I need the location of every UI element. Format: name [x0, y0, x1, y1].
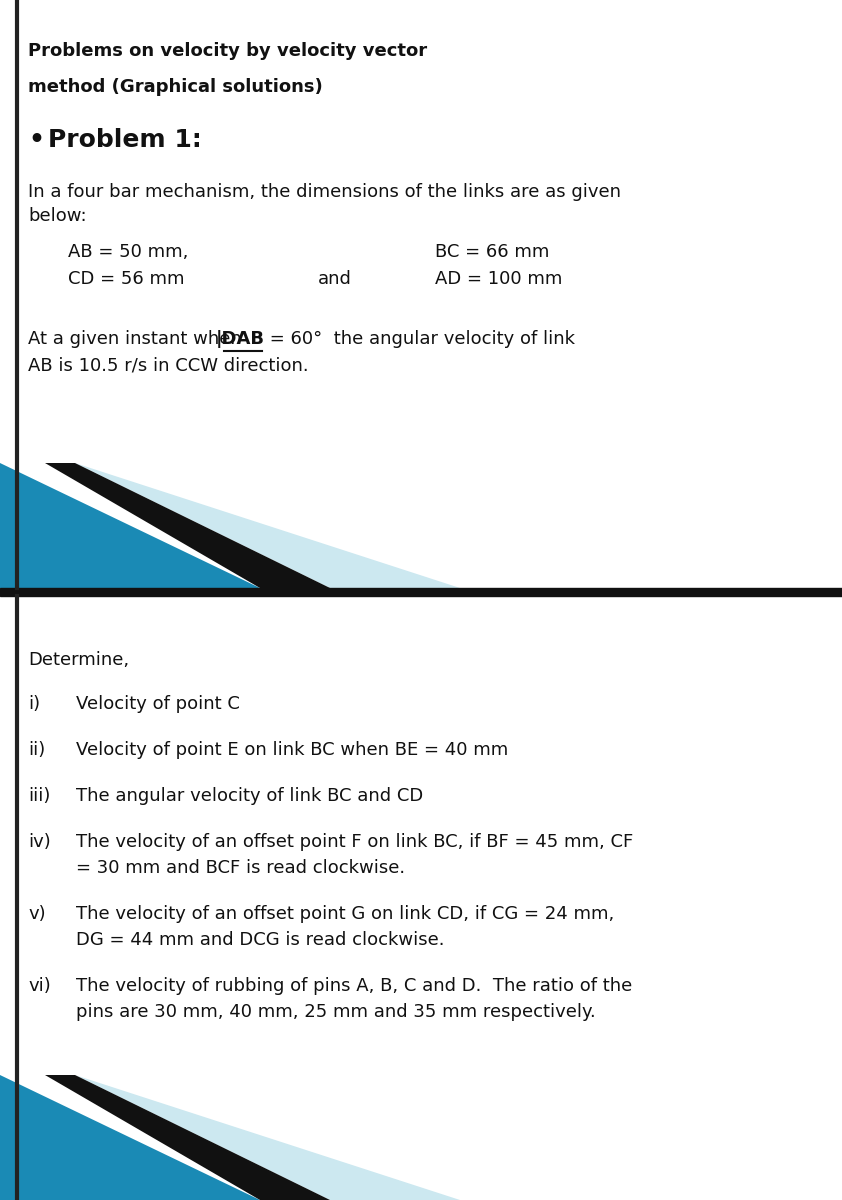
Text: The velocity of an offset point F on link BC, if BF = 45 mm, CF: The velocity of an offset point F on lin…: [76, 833, 633, 851]
Text: v): v): [28, 905, 45, 923]
Text: AB = 50 mm,: AB = 50 mm,: [68, 242, 189, 260]
Text: Determine,: Determine,: [28, 650, 129, 670]
Bar: [0, 596, 842, 1200]
Text: AD = 100 mm: AD = 100 mm: [435, 270, 562, 288]
Text: pins are 30 mm, 40 mm, 25 mm and 35 mm respectively.: pins are 30 mm, 40 mm, 25 mm and 35 mm r…: [76, 1003, 596, 1021]
Polygon shape: [0, 1075, 260, 1200]
Text: iv): iv): [28, 833, 51, 851]
Text: CD = 56 mm: CD = 56 mm: [68, 270, 184, 288]
Polygon shape: [75, 463, 460, 588]
Text: AB is 10.5 r/s in CCW direction.: AB is 10.5 r/s in CCW direction.: [28, 356, 309, 374]
Text: iii): iii): [28, 787, 51, 805]
Text: The velocity of an offset point G on link CD, if CG = 24 mm,: The velocity of an offset point G on lin…: [76, 905, 615, 923]
Text: •: •: [28, 128, 44, 152]
Text: ii): ii): [28, 740, 45, 758]
Text: below:: below:: [28, 206, 87, 226]
Text: At a given instant when: At a given instant when: [28, 330, 248, 348]
Text: vi): vi): [28, 977, 51, 995]
Bar: [0, 588, 842, 596]
Text: and: and: [318, 270, 352, 288]
Polygon shape: [45, 463, 330, 588]
Text: |DAB: |DAB: [216, 330, 265, 348]
Text: = 30 mm and BCF is read clockwise.: = 30 mm and BCF is read clockwise.: [76, 859, 405, 877]
Polygon shape: [0, 463, 260, 588]
Text: The velocity of rubbing of pins A, B, C and D.  The ratio of the: The velocity of rubbing of pins A, B, C …: [76, 977, 632, 995]
Polygon shape: [45, 1075, 330, 1200]
Bar: [0, 0, 842, 588]
Text: method (Graphical solutions): method (Graphical solutions): [28, 78, 322, 96]
Text: In a four bar mechanism, the dimensions of the links are as given: In a four bar mechanism, the dimensions …: [28, 182, 621, 200]
Text: Problems on velocity by velocity vector: Problems on velocity by velocity vector: [28, 42, 427, 60]
Text: Velocity of point C: Velocity of point C: [76, 695, 240, 713]
Text: Problem 1:: Problem 1:: [48, 128, 202, 152]
Text: Velocity of point E on link BC when BE = 40 mm: Velocity of point E on link BC when BE =…: [76, 740, 509, 758]
Text: i): i): [28, 695, 40, 713]
Text: DG = 44 mm and DCG is read clockwise.: DG = 44 mm and DCG is read clockwise.: [76, 931, 445, 949]
Text: = 60°  the angular velocity of link: = 60° the angular velocity of link: [264, 330, 575, 348]
Polygon shape: [75, 1075, 460, 1200]
Text: BC = 66 mm: BC = 66 mm: [435, 242, 549, 260]
Text: The angular velocity of link BC and CD: The angular velocity of link BC and CD: [76, 787, 424, 805]
